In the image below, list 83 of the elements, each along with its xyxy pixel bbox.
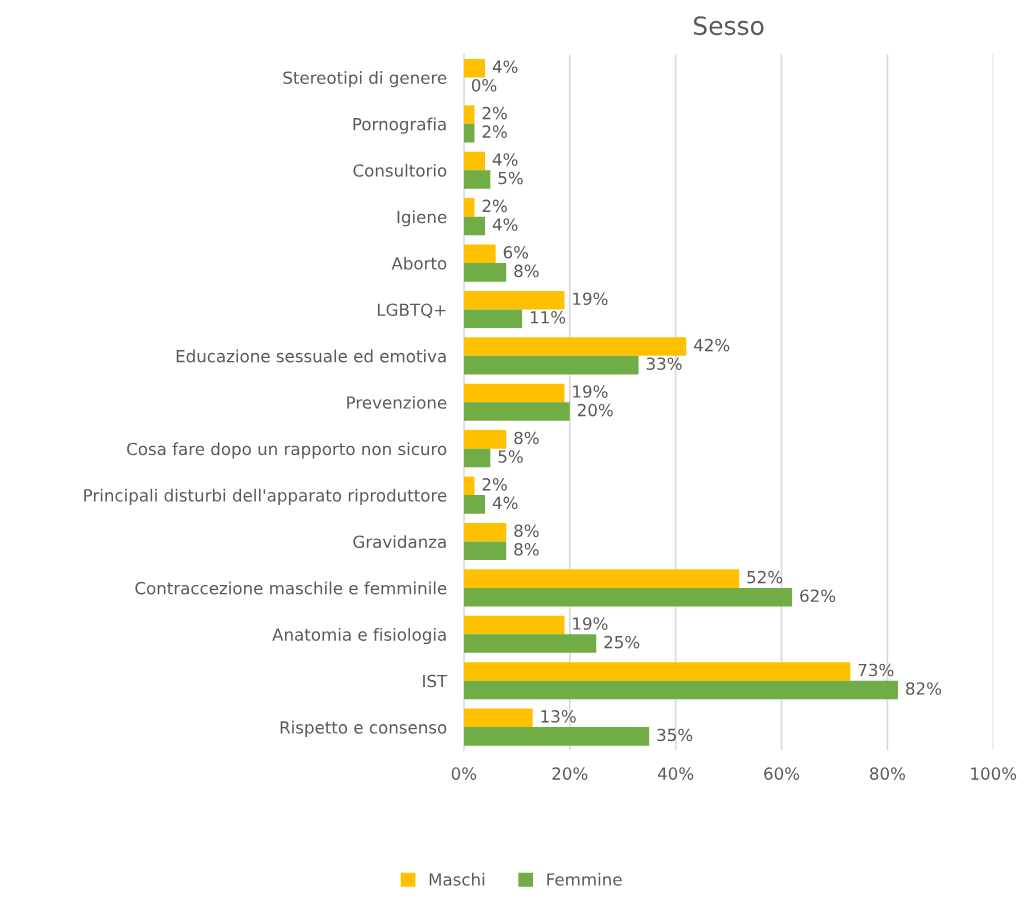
data-label: 19% [573, 385, 608, 398]
bar [463, 105, 475, 124]
bar [463, 123, 475, 143]
data-label: 19% [573, 292, 608, 306]
data-label: 4% [492, 218, 518, 231]
x-tick-label: 60% [764, 767, 800, 780]
y-tick-label: Igiene [397, 210, 447, 227]
y-tick-label: Consultorio [353, 163, 447, 177]
data-label: 5% [498, 450, 523, 463]
bar [463, 355, 639, 375]
bar [463, 244, 496, 264]
data-label: 62% [800, 589, 836, 603]
data-label: 2% [482, 125, 507, 138]
bar [463, 662, 851, 681]
y-tick-label: Pornografia [353, 117, 446, 134]
y-tick-label: Stereotipi di genere [283, 71, 447, 88]
y-tick-label: Anatomia e fisiologia [272, 627, 446, 645]
bar [463, 680, 898, 700]
y-tick-label: Aborto [391, 256, 447, 270]
data-label: 25% [604, 635, 640, 649]
data-label: 35% [657, 728, 693, 742]
legend-label: Femmine [547, 872, 622, 886]
x-tick-label: 40% [657, 767, 694, 780]
y-tick-label: Prevenzione [347, 395, 447, 409]
y-tick-label: Contraccezione maschile e femminile [135, 581, 447, 595]
y-tick-label: LGBTQ+ [377, 303, 446, 318]
data-label: 8% [514, 524, 539, 538]
bar [463, 541, 507, 561]
data-label: 8% [514, 264, 539, 278]
bar [463, 337, 687, 356]
x-tick-label: 20% [552, 767, 588, 780]
x-tick-label: 100% [971, 767, 1017, 780]
bar [463, 476, 475, 496]
bar [463, 290, 565, 310]
data-label: 42% [693, 338, 730, 352]
data-label: 8% [514, 431, 539, 445]
data-label: 0% [471, 78, 497, 92]
data-label: 4% [492, 496, 518, 510]
legend-label: Maschi [429, 872, 485, 886]
bar [463, 634, 597, 653]
x-tick-label: 80% [870, 767, 905, 780]
y-tick-label: IST [423, 674, 448, 688]
bar [463, 615, 565, 635]
chart-title: Sesso [693, 16, 764, 36]
bar [463, 495, 486, 514]
data-label: 82% [906, 682, 942, 695]
y-tick-label: Rispetto e consenso [280, 720, 447, 737]
bar [463, 383, 565, 403]
data-label: 2% [482, 478, 507, 491]
bar [463, 569, 740, 588]
y-tick-label: Cosa fare dopo un rapporto non sicuro [127, 442, 447, 459]
bar [463, 263, 507, 282]
bar [463, 448, 491, 468]
bar [463, 727, 650, 746]
data-label: 4% [492, 60, 518, 73]
data-label: 4% [492, 153, 518, 166]
y-tick-label: Educazione sessuale ed emotiva [176, 349, 446, 363]
data-label: 73% [858, 663, 894, 677]
bar [463, 58, 486, 78]
data-label: 20% [577, 403, 613, 417]
data-label: 8% [514, 543, 539, 556]
y-tick-label: Gravidanza [353, 535, 446, 549]
bar [463, 708, 533, 728]
x-tick-label: 0% [451, 767, 477, 780]
data-label: 52% [747, 570, 783, 584]
data-label: 13% [541, 710, 576, 723]
data-label: 2% [482, 106, 507, 120]
bar [463, 587, 793, 607]
bar [463, 170, 491, 189]
data-label: 6% [503, 246, 529, 259]
bar [463, 216, 486, 236]
bar [463, 151, 486, 171]
bar [463, 430, 507, 449]
data-label: 11% [530, 310, 566, 324]
y-tick-label: Principali disturbi dell'apparato riproduttore [84, 488, 447, 505]
data-label: 5% [498, 171, 523, 185]
bar [463, 402, 570, 421]
data-label: 19% [573, 617, 608, 630]
data-label: 2% [482, 199, 507, 213]
bar [463, 198, 475, 217]
bar [463, 522, 507, 542]
data-label: 33% [646, 357, 682, 370]
bar [463, 309, 523, 329]
